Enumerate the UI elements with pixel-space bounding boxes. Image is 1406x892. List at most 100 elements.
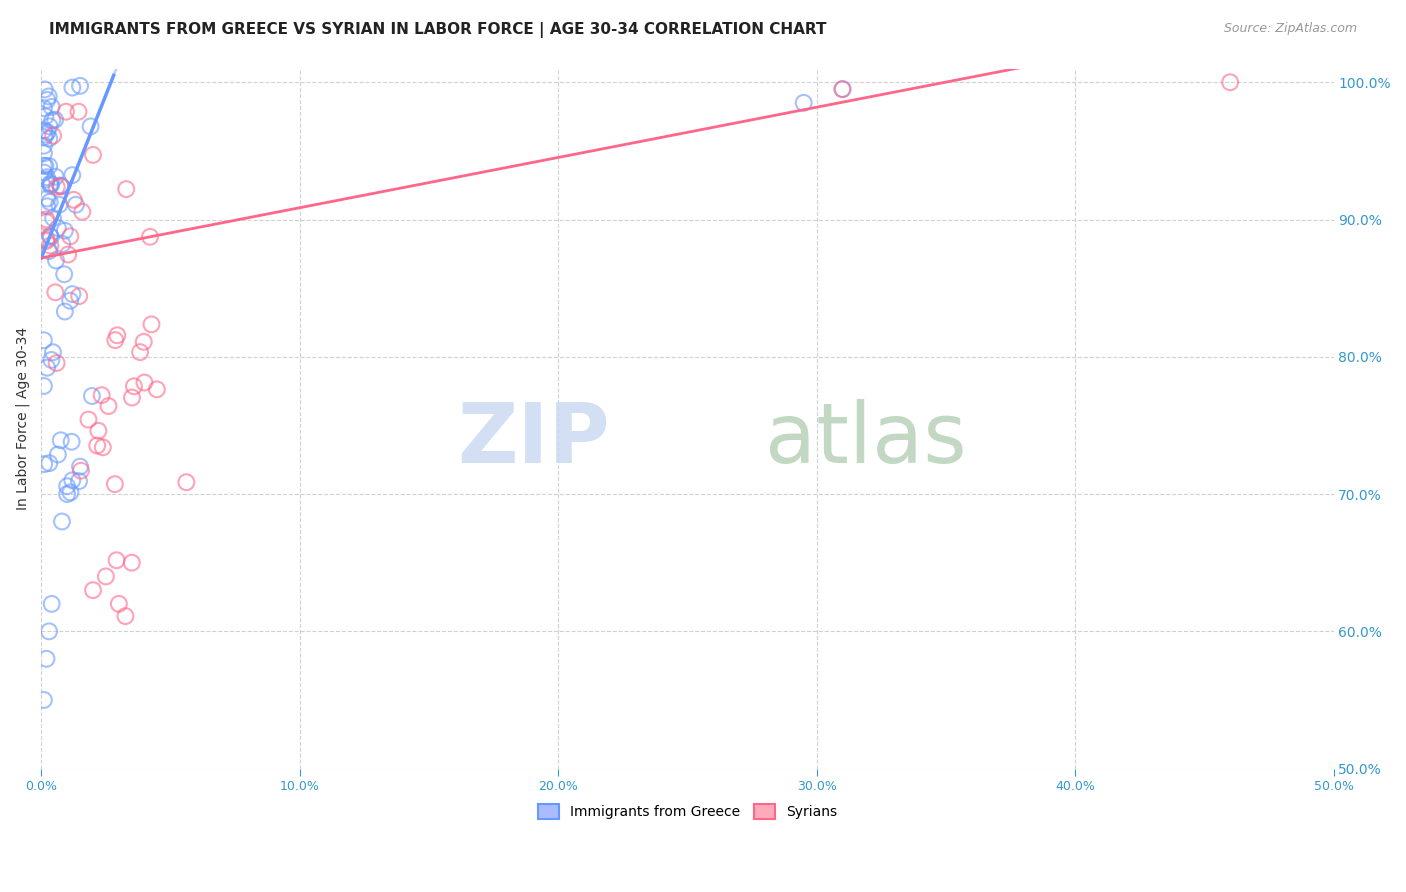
Point <box>42 128 65 143</box>
Point <box>32 333 55 347</box>
Point <box>56 479 79 493</box>
Point <box>121 556 143 570</box>
Point <box>60 168 83 182</box>
Point <box>62 287 84 301</box>
Point <box>70 464 93 478</box>
Point <box>122 379 145 393</box>
Point <box>67 289 90 303</box>
Point <box>51 237 73 252</box>
Point <box>115 182 138 196</box>
Point <box>35 232 58 246</box>
Point <box>94 569 117 583</box>
Text: ZIP: ZIP <box>457 399 610 480</box>
Point <box>45 356 67 370</box>
Point <box>39 238 62 252</box>
Text: atlas: atlas <box>765 399 967 480</box>
Point <box>56 247 79 261</box>
Point <box>41 113 63 128</box>
Point <box>104 477 127 491</box>
Point <box>1219 75 1241 89</box>
Point <box>38 194 60 209</box>
Point <box>34 159 56 173</box>
Point <box>114 609 136 624</box>
Point <box>39 178 62 193</box>
Point <box>176 475 198 490</box>
Point <box>35 128 58 142</box>
Point <box>34 130 56 145</box>
Point <box>38 89 60 103</box>
Point <box>86 438 108 452</box>
Point <box>105 553 128 567</box>
Point <box>67 104 90 119</box>
Point <box>59 229 82 244</box>
Point <box>82 148 104 162</box>
Point <box>51 515 73 529</box>
Point <box>35 212 58 227</box>
Point <box>49 179 72 194</box>
Point <box>60 434 83 449</box>
Point <box>132 334 155 349</box>
Point <box>35 172 58 186</box>
Point <box>77 412 100 426</box>
Point <box>69 78 91 93</box>
Point <box>60 80 83 95</box>
Point <box>91 440 114 454</box>
Point <box>46 221 69 235</box>
Point <box>134 376 156 390</box>
Point <box>104 333 127 347</box>
Point <box>97 399 120 413</box>
Point <box>831 82 853 96</box>
Point <box>32 457 55 471</box>
Point <box>44 112 66 127</box>
Point <box>53 304 76 318</box>
Point <box>32 146 55 161</box>
Point <box>34 82 56 96</box>
Point <box>34 109 56 123</box>
Point <box>139 229 162 244</box>
Point <box>37 360 59 375</box>
Point <box>65 198 87 212</box>
Point <box>49 178 72 193</box>
Point <box>55 104 77 119</box>
Point <box>48 198 70 212</box>
Point <box>38 131 60 145</box>
Point <box>49 178 72 193</box>
Point <box>32 159 55 173</box>
Point <box>105 328 128 343</box>
Point <box>53 267 76 281</box>
Point <box>38 159 60 173</box>
Point <box>831 82 853 96</box>
Point <box>59 293 82 308</box>
Point <box>146 382 169 396</box>
Point <box>39 230 62 244</box>
Point <box>35 215 58 229</box>
Point <box>82 583 104 598</box>
Point <box>32 693 55 707</box>
Point <box>42 211 65 226</box>
Point <box>35 170 58 185</box>
Legend: Immigrants from Greece, Syrians: Immigrants from Greece, Syrians <box>533 798 842 825</box>
Point <box>37 199 59 213</box>
Point <box>59 485 82 500</box>
Point <box>67 474 90 488</box>
Point <box>39 177 62 191</box>
Y-axis label: In Labor Force | Age 30-34: In Labor Force | Age 30-34 <box>15 327 30 510</box>
Point <box>32 379 55 393</box>
Point <box>62 193 84 207</box>
Point <box>32 138 55 153</box>
Point <box>44 285 66 300</box>
Point <box>39 228 62 243</box>
Point <box>46 448 69 462</box>
Point <box>129 345 152 359</box>
Point <box>90 388 112 402</box>
Point <box>49 434 72 448</box>
Point <box>141 318 163 332</box>
Point <box>38 244 60 258</box>
Point <box>35 234 58 248</box>
Point <box>121 391 143 405</box>
Point <box>38 456 60 470</box>
Point <box>53 224 76 238</box>
Point <box>37 93 59 107</box>
Point <box>38 120 60 134</box>
Point <box>37 125 59 139</box>
